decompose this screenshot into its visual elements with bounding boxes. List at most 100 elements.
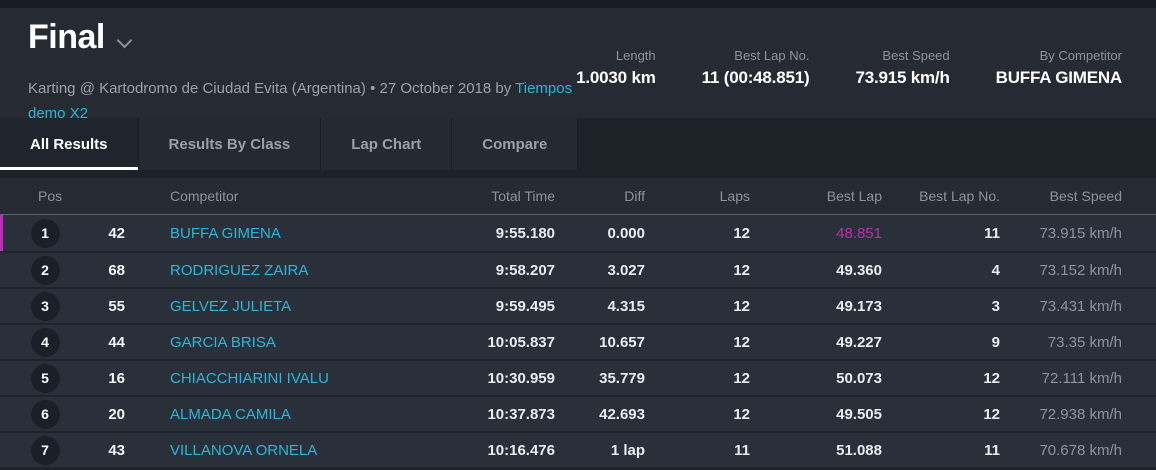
stat-label: By Competitor: [1039, 48, 1122, 63]
divider: [0, 170, 1156, 178]
page-title[interactable]: Final: [28, 18, 105, 56]
table-row[interactable]: 6 20 ALMADA CAMILA 10:37.873 42.693 12 49.505 1…: [0, 395, 1156, 431]
table-row[interactable]: 4 44 GARCIA BRISA 10:05.837 10.657 12 49.227 9 7…: [0, 323, 1156, 359]
best-lap-no-cell: 4: [991, 261, 1000, 279]
kart-number: 42: [108, 224, 125, 242]
best-speed-cell: 73.35 km/h: [1047, 333, 1122, 351]
best-lap-cell: 49.227: [836, 333, 882, 351]
competitor-link[interactable]: CHIACCHIARINI IVALU: [170, 369, 329, 387]
diff-cell: 0.000: [607, 224, 645, 242]
results-table-header: Pos Competitor Total Time Diff Laps Best…: [0, 178, 1156, 215]
position-badge: 1: [30, 218, 60, 248]
stat-value: BUFFA GIMENA: [995, 68, 1123, 87]
competitor-link[interactable]: VILLANOVA ORNELA: [170, 441, 318, 459]
results-table-body: 1 42 BUFFA GIMENA 9:55.180 0.000 12 48.851 11 73…: [0, 215, 1156, 467]
stat-best-speed: Best Speed 73.915 km/h: [855, 48, 949, 88]
laps-cell: 11: [734, 441, 750, 459]
session-subtitle-text: Karting @ Kartodromo de Ciudad Evita (Ar…: [28, 80, 516, 97]
best-lap-no-cell: 9: [991, 333, 1000, 351]
competitor-link[interactable]: ALMADA CAMILA: [170, 405, 291, 423]
best-lap-cell: 49.505: [836, 405, 882, 423]
laps-cell: 12: [733, 224, 750, 242]
best-speed-cell: 72.938 km/h: [1039, 405, 1122, 423]
table-row[interactable]: 3 55 GELVEZ JULIETA 9:59.495 4.315 12 49.173 3 7…: [0, 287, 1156, 323]
column-header-best-lap: Best Lap: [826, 188, 882, 204]
laps-cell: 12: [733, 405, 750, 423]
competitor-cell: CHIACCHIARINI IVALU: [125, 370, 390, 387]
total-time-cell: 9:59.495: [495, 297, 555, 315]
competitor-link[interactable]: BUFFA GIMENA: [170, 224, 281, 242]
competitor-cell: ALMADA CAMILA: [125, 406, 390, 423]
column-header-pos: Pos: [38, 188, 63, 204]
kart-number: 20: [108, 405, 125, 423]
competitor-cell: VILLANOVA ORNELA: [125, 442, 390, 459]
best-lap-cell: 50.073: [836, 369, 882, 387]
table-row[interactable]: 1 42 BUFFA GIMENA 9:55.180 0.000 12 48.851 11 73…: [0, 215, 1156, 251]
total-time-cell: 10:37.873: [487, 405, 555, 423]
table-row[interactable]: 7 43 VILLANOVA ORNELA 10:16.476 1 lap 11 51.08…: [0, 431, 1156, 467]
diff-cell: 3.027: [607, 261, 645, 279]
column-header-laps: Laps: [719, 188, 750, 204]
competitor-link[interactable]: GELVEZ JULIETA: [170, 297, 292, 315]
best-speed-cell: 70.678 km/h: [1039, 441, 1122, 459]
stat-value: 73.915 km/h: [855, 68, 950, 87]
stat-length: Length 1.0030 km: [576, 48, 656, 88]
competitor-link[interactable]: RODRIGUEZ ZAIRA: [170, 261, 309, 279]
stat-value: 1.0030 km: [576, 68, 656, 87]
best-lap-cell: 49.360: [836, 261, 882, 279]
best-lap-no-cell: 11: [984, 224, 1000, 242]
best-lap-cell: 48.851: [836, 224, 882, 242]
position-badge: 3: [30, 291, 60, 321]
table-row[interactable]: 2 68 RODRIGUEZ ZAIRA 9:58.207 3.027 12 49.360 4…: [0, 251, 1156, 287]
total-time-cell: 9:58.207: [495, 261, 555, 279]
tab-results-by-class[interactable]: Results By Class: [138, 118, 322, 170]
best-lap-cell: 49.173: [836, 297, 882, 315]
session-stats: Length 1.0030 km Best Lap No. 11 (00:48.…: [576, 48, 1122, 88]
pos-cell: 2: [0, 255, 80, 285]
organizer-link[interactable]: Tiempos demo X2: [28, 80, 573, 122]
best-lap-cell: 51.088: [836, 441, 882, 459]
column-header-total-time: Total Time: [491, 188, 555, 204]
tab-bar: All Results Results By Class Lap Chart C…: [0, 118, 1156, 170]
pos-cell: 5: [0, 363, 80, 393]
stat-by-competitor: By Competitor BUFFA GIMENA: [995, 48, 1123, 88]
competitor-link[interactable]: GARCIA BRISA: [170, 333, 276, 351]
diff-cell: 42.693: [599, 405, 645, 423]
position-badge: 4: [30, 327, 60, 357]
diff-cell: 35.779: [599, 369, 645, 387]
bottom-strip: [0, 467, 1156, 470]
column-header-best-speed: Best Speed: [1049, 188, 1122, 204]
pos-cell: 7: [0, 435, 80, 465]
kart-number: 68: [108, 261, 125, 279]
competitor-cell: RODRIGUEZ ZAIRA: [125, 262, 390, 279]
best-speed-cell: 73.431 km/h: [1039, 297, 1122, 315]
diff-cell: 10.657: [599, 333, 645, 351]
session-subtitle: Karting @ Kartodromo de Ciudad Evita (Ar…: [28, 76, 603, 126]
table-row[interactable]: 5 16 CHIACCHIARINI IVALU 10:30.959 35.779 12 5…: [0, 359, 1156, 395]
stat-best-lap-no: Best Lap No. 11 (00:48.851): [702, 48, 810, 88]
laps-cell: 12: [733, 333, 750, 351]
column-header-best-lap-no: Best Lap No.: [919, 188, 1000, 204]
chevron-down-icon[interactable]: [116, 32, 133, 49]
stat-value: 11 (00:48.851): [701, 68, 810, 87]
position-badge: 5: [30, 363, 60, 393]
kart-number: 16: [108, 369, 125, 387]
column-header-diff: Diff: [624, 188, 645, 204]
tab-lap-chart[interactable]: Lap Chart: [321, 118, 453, 170]
laps-cell: 12: [733, 297, 750, 315]
pos-cell: 6: [0, 399, 80, 429]
kart-number: 43: [108, 441, 125, 459]
competitor-cell: BUFFA GIMENA: [125, 225, 390, 242]
diff-cell: 1 lap: [610, 441, 645, 459]
competitor-cell: GARCIA BRISA: [125, 334, 390, 351]
tab-compare[interactable]: Compare: [452, 118, 579, 170]
stat-label: Best Lap No.: [734, 48, 810, 63]
tab-all-results[interactable]: All Results: [0, 118, 139, 170]
pos-cell: 4: [0, 327, 80, 357]
position-badge: 7: [30, 435, 60, 465]
stat-label: Best Speed: [882, 48, 950, 63]
pos-cell: 3: [0, 291, 80, 321]
best-speed-cell: 73.915 km/h: [1039, 224, 1122, 242]
kart-number: 44: [108, 333, 125, 351]
position-badge: 2: [30, 255, 60, 285]
